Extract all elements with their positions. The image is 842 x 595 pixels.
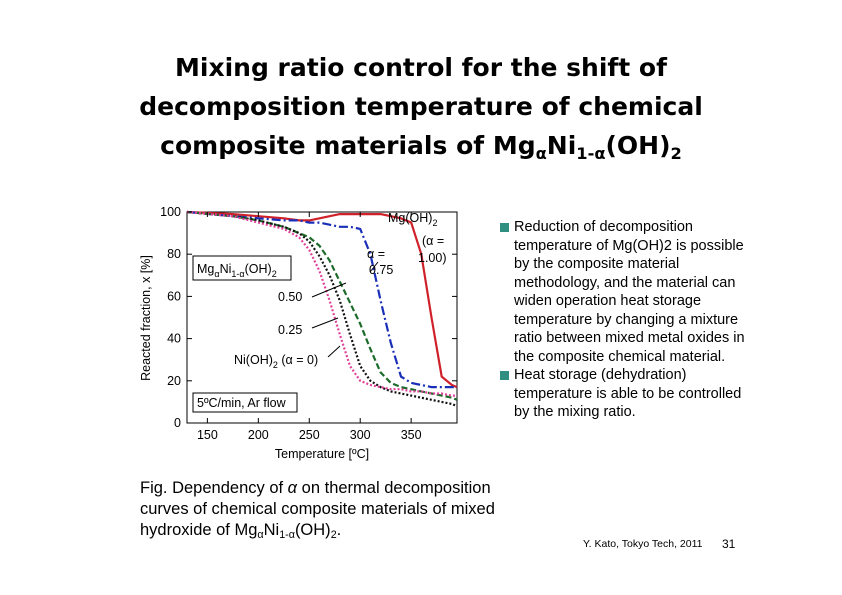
- title-line: Mixing ratio control for the shift of: [175, 53, 667, 82]
- title-text: composite materials of Mg: [160, 131, 536, 160]
- title-sub: α: [535, 143, 547, 163]
- bullet: Reduction of decomposition temperature o…: [500, 218, 755, 366]
- x-tick-label: 300: [350, 428, 371, 442]
- title-sub: 2: [670, 143, 682, 163]
- annotation: Mg(OH)2: [388, 211, 437, 228]
- annotation-text: (α = 0): [278, 353, 318, 367]
- x-axis-label: Temperature [ºC]: [275, 447, 369, 461]
- caption-sub: 1-α: [279, 529, 295, 542]
- y-tick-label: 20: [167, 374, 181, 388]
- bullet-list: Reduction of decomposition temperature o…: [500, 218, 755, 422]
- figure-caption: Fig. Dependency of α on thermal decompos…: [140, 478, 535, 546]
- caption-symbol: α: [287, 479, 298, 497]
- annotation-sub: α: [214, 269, 219, 279]
- y-tick-label: 40: [167, 332, 181, 346]
- annotation-text: (OH): [245, 262, 272, 276]
- plot-frame: [186, 211, 458, 424]
- title-sub: 1-α: [576, 143, 606, 163]
- series-line: [186, 210, 457, 397]
- caption-text: Ni: [263, 521, 280, 539]
- arrow: [311, 282, 347, 298]
- series-line: [186, 210, 458, 401]
- y-tick-label: 100: [160, 205, 181, 219]
- y-tick-label: 80: [167, 247, 181, 261]
- caption-text: (OH): [294, 521, 331, 539]
- series-line: [186, 210, 457, 389]
- annotation: 0.75: [369, 263, 393, 277]
- y-tick-label: 60: [167, 289, 181, 303]
- bullet: Heat storage (dehydration) temperature i…: [500, 366, 755, 422]
- annotation: 0.50: [278, 290, 302, 304]
- caption-text: on thermal decomposition curves of chemi…: [140, 479, 495, 539]
- caption-text: Fig. Dependency of: [140, 479, 288, 497]
- arrow: [311, 317, 339, 329]
- series-line: [186, 210, 458, 389]
- title-line: decomposition temperature of chemical: [139, 92, 703, 121]
- arrow: [369, 261, 379, 273]
- title-text: Ni: [546, 131, 577, 160]
- annotation-box: [192, 392, 298, 413]
- page-number: 31: [722, 537, 736, 551]
- annotation-sub: 2: [272, 269, 277, 279]
- annotation: α =: [367, 247, 385, 261]
- annotation: Ni(OH)2 (α = 0): [234, 353, 318, 370]
- title-text: (OH): [605, 131, 671, 160]
- arrows: [311, 261, 379, 358]
- x-tick-label: 250: [299, 428, 320, 442]
- annotation-sub: 1-α: [231, 269, 244, 279]
- y-tick-label: 0: [174, 416, 181, 430]
- slide-title: Mixing ratio control for the shift of dec…: [0, 48, 842, 173]
- annotation-box: [192, 255, 292, 281]
- annotation-text: Ni: [220, 262, 232, 276]
- annotation: (α =: [422, 234, 444, 248]
- annotation: 0.25: [278, 323, 302, 337]
- footer-author: Y. Kato, Tokyo Tech, 2011: [583, 538, 703, 550]
- x-tick-label: 350: [401, 428, 422, 442]
- caption-sub: α: [257, 529, 264, 542]
- annotation-sub: 2: [432, 218, 437, 228]
- caption-sub: 2: [330, 529, 337, 542]
- annotation: MgαNi1-α(OH)2: [197, 262, 277, 279]
- annotation-sub: 2: [273, 360, 278, 370]
- annotation-text: Mg: [197, 262, 214, 276]
- annotation: 5ºC/min, Ar flow: [197, 396, 287, 410]
- annotation-text: Mg(OH): [388, 211, 432, 225]
- x-tick-label: 150: [197, 428, 218, 442]
- arrow: [327, 345, 341, 358]
- annotation-text: Ni(OH): [234, 353, 273, 367]
- x-tick-label: 200: [248, 428, 269, 442]
- y-axis-label: Reacted fraction, x [%]: [139, 255, 153, 381]
- series-group: [186, 210, 458, 408]
- annotation: 1.00): [418, 251, 447, 265]
- caption-text: .: [336, 521, 342, 539]
